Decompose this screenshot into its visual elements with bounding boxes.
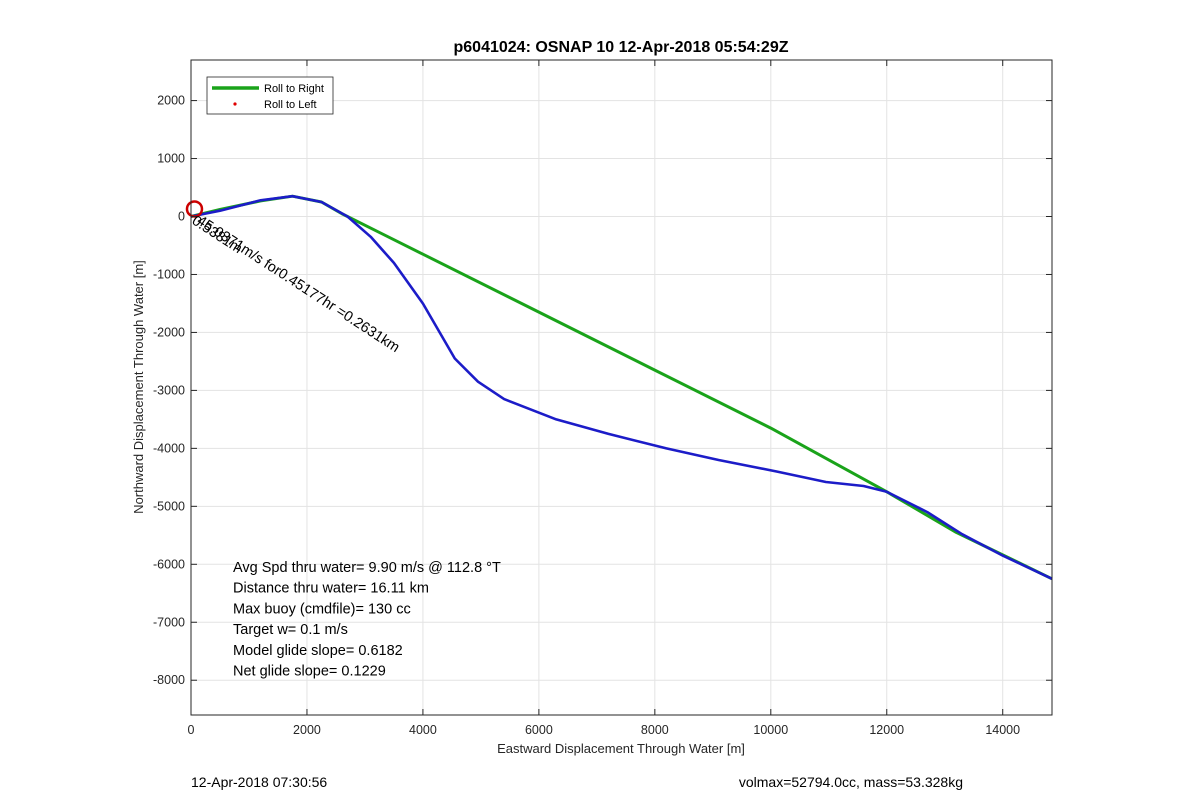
x-tick-label: 2000 xyxy=(293,723,321,737)
x-tick-label: 6000 xyxy=(525,723,553,737)
x-tick-label: 0 xyxy=(188,723,195,737)
legend: Roll to Right Roll to Left xyxy=(206,76,334,115)
y-tick-label: -6000 xyxy=(153,557,185,571)
series-lines xyxy=(185,194,1053,581)
grid-lines xyxy=(190,60,1052,715)
stat-line: Max buoy (cmdfile)= 130 cc xyxy=(233,601,411,617)
y-tick-label: 2000 xyxy=(157,94,185,108)
y-tick-label: 0 xyxy=(178,210,185,224)
footer-timestamp: 12-Apr-2018 07:30:56 xyxy=(191,774,327,790)
x-tick-label: 10000 xyxy=(753,723,788,737)
stat-line: Distance thru water= 16.11 km xyxy=(233,581,429,597)
x-tick-label: 14000 xyxy=(985,723,1020,737)
y-tick-label: 1000 xyxy=(157,152,185,166)
legend-label-roll-left: Roll to Left xyxy=(264,99,317,111)
plot-area xyxy=(191,60,1052,715)
stat-line: Target w= 0.1 m/s xyxy=(233,622,348,638)
x-axis-label: Eastward Displacement Through Water [m] xyxy=(497,741,745,756)
stats-annotations: Avg Spd thru water= 9.90 m/s @ 112.8 °T D… xyxy=(233,560,501,680)
y-axis-label: Northward Displacement Through Water [m] xyxy=(131,260,146,514)
legend-swatch-roll-left xyxy=(233,102,237,106)
x-tick-label: 12000 xyxy=(869,723,904,737)
y-tick-label: -5000 xyxy=(153,499,185,513)
y-tick-label: -2000 xyxy=(153,325,185,339)
stat-line: Avg Spd thru water= 9.90 m/s @ 112.8 °T xyxy=(233,560,501,576)
y-tick-label: -1000 xyxy=(153,267,185,281)
y-tick-label: -7000 xyxy=(153,615,185,629)
stat-line: Model glide slope= 0.6182 xyxy=(233,643,403,659)
series-displacement-line xyxy=(190,194,1053,580)
y-tick-label: -3000 xyxy=(153,383,185,397)
legend-box xyxy=(206,76,334,115)
x-tick-label: 4000 xyxy=(409,723,437,737)
plot-frame xyxy=(190,59,1053,716)
x-tick-label: 8000 xyxy=(641,723,669,737)
legend-label-roll-right: Roll to Right xyxy=(264,83,324,95)
axis-ticks: 0 2000 4000 6000 8000 10000 12000 14000-8000-70… xyxy=(153,60,1052,737)
footer-mass-info: volmax=52794.0cc, mass=53.328kg xyxy=(739,774,963,790)
chart-title: p6041024: OSNAP 10 12-Apr-2018 05:54:29Z xyxy=(454,39,789,56)
stat-line: Net glide slope= 0.1229 xyxy=(233,664,386,680)
y-tick-label: -8000 xyxy=(153,673,185,687)
y-tick-label: -4000 xyxy=(153,441,185,455)
